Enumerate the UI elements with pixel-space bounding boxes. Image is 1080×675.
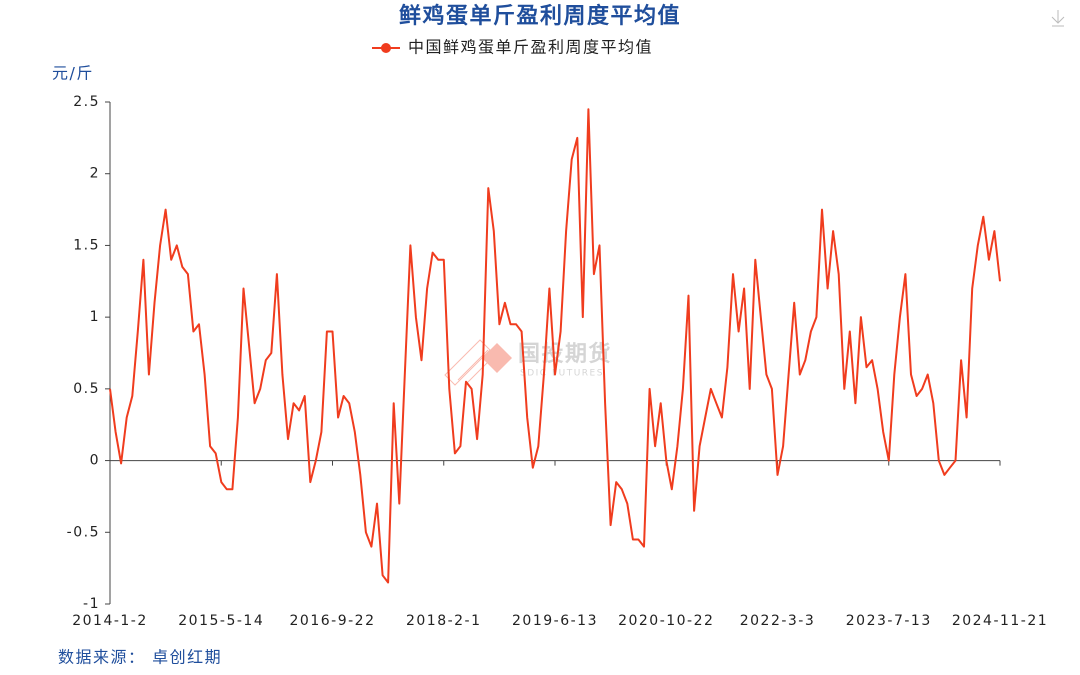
x-tick-label: 2022-3-3 [740,613,816,629]
legend-label: 中国鲜鸡蛋单斤盈利周度平均值 [408,38,653,57]
x-tick-label: 2020-10-22 [618,613,714,629]
source: 数据来源： 卓创红期 [58,648,222,667]
y-tick-label: 2.5 [73,94,100,110]
x-tick-label: 2015-5-14 [178,613,264,629]
y-tick-label: 0.5 [73,381,100,397]
y-tick-label: 2 [90,166,100,182]
download-icon[interactable] [1051,10,1065,27]
y-tick-label: 1.5 [73,237,100,253]
y-tick-label: -0.5 [67,524,100,540]
x-tick-label: 2016-9-22 [290,613,376,629]
y-unit: 元/斤 [52,64,94,83]
watermark-name: 国投期货 [518,341,612,367]
legend-marker [381,43,391,53]
x-tick-label: 2024-11-21 [952,613,1048,629]
x-tick-label: 2018-2-1 [406,613,482,629]
watermark-sub: SDIC FUTURES [520,369,604,379]
x-tick-label: 2019-6-13 [512,613,598,629]
chart-title: 鲜鸡蛋单斤盈利周度平均值 [399,3,681,29]
y-tick-label: 0 [90,453,100,469]
x-tick-label: 2023-7-13 [846,613,932,629]
watermark-diamond [482,343,512,373]
watermark: 国投期货 SDIC FUTURES [444,339,612,386]
y-tick-label: -1 [83,596,100,612]
x-tick-label: 2014-1-2 [72,613,148,629]
y-tick-label: 1 [90,309,100,325]
series-line [109,108,1001,584]
